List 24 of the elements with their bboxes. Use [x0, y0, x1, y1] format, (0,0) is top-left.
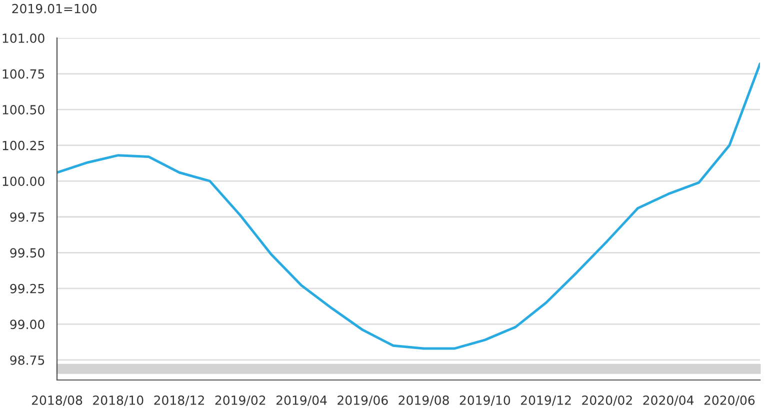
y-tick-label: 99.25 — [10, 284, 44, 294]
x-tick-label: 2019/06 — [338, 396, 388, 406]
line-series — [57, 62, 760, 350]
x-tick-label: 2019/04 — [276, 396, 327, 406]
x-tick-label: 2018/08 — [32, 396, 82, 406]
y-tick-label: 99.75 — [10, 212, 44, 222]
x-tick-label: 2020/02 — [582, 396, 632, 406]
x-tick-label: 2018/12 — [154, 396, 204, 406]
x-tick-label: 2020/04 — [643, 396, 694, 406]
x-tick-label: 2019/12 — [520, 396, 571, 406]
y-tick-label: 99.00 — [10, 320, 44, 330]
y-tick-label: 100.50 — [2, 105, 44, 114]
y-axis-title: 2019.01=100 — [12, 4, 96, 14]
y-tick-label: 101.00 — [2, 33, 44, 43]
x-tick-label: 2019/10 — [460, 396, 510, 406]
x-tick-label: 2020/06 — [704, 396, 755, 406]
y-tick-label: 100.25 — [2, 140, 44, 150]
x-tick-label: 2018/10 — [93, 396, 144, 406]
x-tick-label: 2019/08 — [398, 396, 449, 406]
y-tick-label: 100.75 — [2, 69, 44, 79]
x-tick-label: 2019/02 — [215, 396, 266, 406]
y-tick-label: 100.00 — [2, 176, 44, 186]
y-tick-label: 98.75 — [10, 355, 44, 365]
y-tick-label: 99.50 — [10, 248, 44, 258]
